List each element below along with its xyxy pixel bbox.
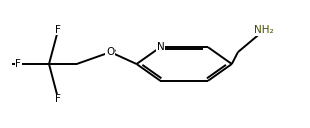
Text: NH₂: NH₂ (254, 25, 274, 35)
Text: O: O (106, 47, 115, 57)
Text: N: N (157, 42, 164, 52)
Text: F: F (55, 94, 61, 104)
Text: F: F (16, 59, 21, 69)
Text: F: F (55, 25, 61, 35)
